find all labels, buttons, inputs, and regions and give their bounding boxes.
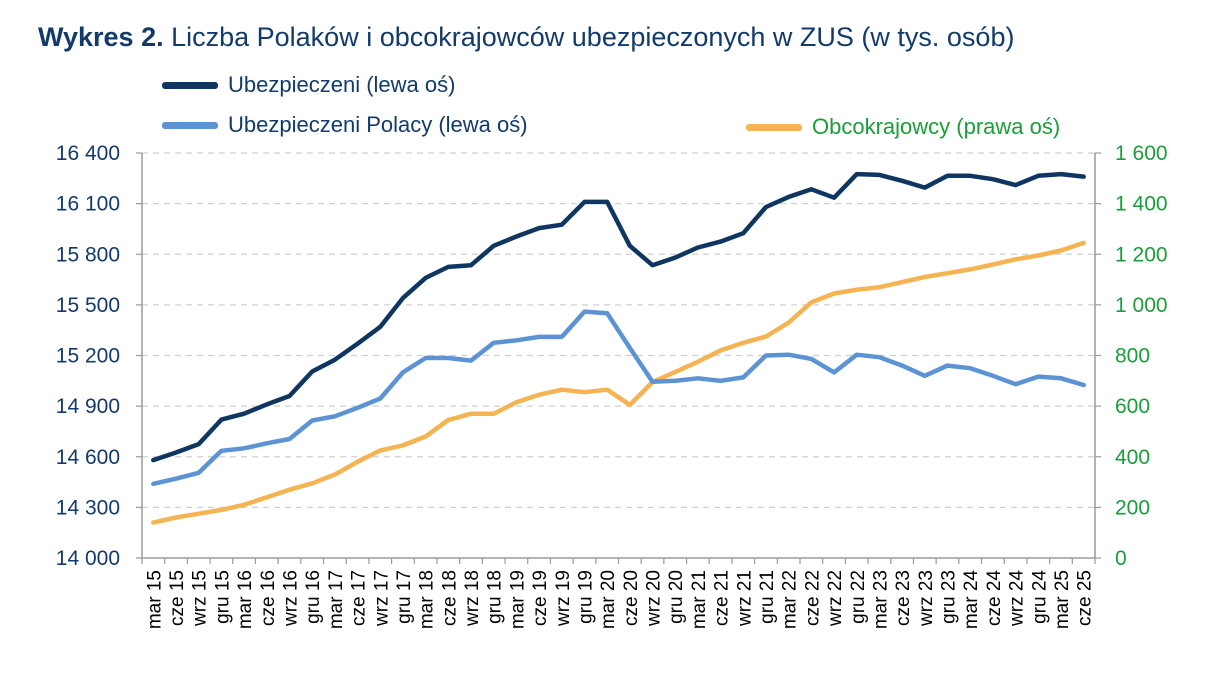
x-tick-label: wrz 19 <box>553 570 574 627</box>
x-tick-label: wrz 18 <box>462 570 483 627</box>
left-axis-ticks: 14 000 14 300 14 600 14 900 15 200 15 500 15 8… <box>56 142 120 570</box>
right-tick-label: 600 <box>1115 395 1150 418</box>
legend-item-obcokrajowcy: Obcokrajowcy (prawa oś) <box>746 114 1060 140</box>
x-axis-ticks: mar 15 cze 15 wrz 15 gru 15 mar 16 cze 16 wrz … <box>144 570 1095 630</box>
x-tick-label: cze 17 <box>349 570 370 626</box>
left-tick-label: 15 200 <box>56 345 120 368</box>
legend-item-ubezpieczeni: Ubezpieczeni (lewa oś) <box>162 72 455 98</box>
legend-swatch-ubezpieczeni <box>162 81 218 89</box>
x-tick-label: cze 20 <box>621 570 642 626</box>
x-tick-label: wrz 15 <box>190 570 211 627</box>
right-tick-label: 1 400 <box>1115 193 1168 216</box>
grid-lines <box>142 152 1095 508</box>
x-tick-label: gru 20 <box>666 570 687 624</box>
left-tick-label: 14 000 <box>56 547 120 570</box>
x-tick-label: mar 25 <box>1052 570 1073 629</box>
x-tick-label: cze 19 <box>530 570 551 626</box>
x-tick-label: cze 16 <box>258 570 279 626</box>
x-tick-label: mar 23 <box>870 570 891 629</box>
x-tick-label: wrz 21 <box>734 570 755 627</box>
x-tick-label: cze 22 <box>802 570 823 626</box>
x-tick-label: mar 24 <box>961 570 982 630</box>
legend-label-obcokrajowcy: Obcokrajowcy (prawa oś) <box>812 114 1061 139</box>
left-tick-label: 14 300 <box>56 496 120 519</box>
left-tick-label: 14 900 <box>56 395 120 418</box>
axes <box>136 152 1101 564</box>
left-tick-label: 15 500 <box>56 294 120 317</box>
legend-item-polacy: Ubezpieczeni Polacy (lewa oś) <box>162 112 528 138</box>
x-tick-label: cze 25 <box>1075 570 1096 626</box>
x-tick-label: mar 18 <box>417 570 438 629</box>
x-tick-label: wrz 17 <box>371 570 392 627</box>
left-tick-label: 16 400 <box>56 142 120 165</box>
x-tick-label: wrz 22 <box>825 570 846 627</box>
x-tick-label: wrz 16 <box>280 570 301 627</box>
right-tick-label: 1 200 <box>1115 243 1168 266</box>
x-tick-label: gru 15 <box>212 570 233 624</box>
series-line-0 <box>151 171 1086 463</box>
chart-title-prefix: Wykres 2. <box>38 22 164 52</box>
legend-label-ubezpieczeni: Ubezpieczeni (lewa oś) <box>228 72 456 97</box>
x-tick-label: mar 15 <box>144 570 165 629</box>
x-tick-label: gru 19 <box>575 570 596 624</box>
x-tick-label: mar 20 <box>598 570 619 629</box>
x-tick-label: cze 24 <box>984 570 1005 626</box>
chart-title: Wykres 2. Liczba Polaków i obcokrajowców… <box>38 22 1014 53</box>
x-tick-label: mar 19 <box>507 570 528 629</box>
chart-title-text: Liczba Polaków i obcokrajowców ubezpiecz… <box>163 22 1015 52</box>
right-tick-label: 400 <box>1115 446 1150 469</box>
x-tick-label: cze 18 <box>439 570 460 626</box>
right-tick-label: 800 <box>1115 345 1150 368</box>
series-line-2 <box>151 240 1086 525</box>
x-tick-label: wrz 23 <box>916 570 937 627</box>
x-tick-label: gru 23 <box>939 570 960 624</box>
left-tick-label: 16 100 <box>56 193 120 216</box>
left-tick-label: 14 600 <box>56 446 120 469</box>
x-tick-label: gru 18 <box>485 570 506 624</box>
x-tick-label: mar 16 <box>235 570 256 629</box>
legend-label-polacy: Ubezpieczeni Polacy (lewa oś) <box>228 112 528 137</box>
right-tick-label: 1 000 <box>1115 294 1168 317</box>
series-lines <box>151 171 1086 525</box>
x-tick-label: cze 21 <box>712 570 733 626</box>
right-tick-label: 1 600 <box>1115 142 1168 165</box>
x-tick-label: mar 22 <box>780 570 801 629</box>
x-tick-label: gru 17 <box>394 570 415 624</box>
right-tick-label: 0 <box>1115 547 1127 570</box>
right-tick-label: 200 <box>1115 496 1150 519</box>
x-tick-label: gru 21 <box>757 570 778 624</box>
x-tick-label: wrz 24 <box>1007 570 1028 627</box>
left-tick-label: 15 800 <box>56 243 120 266</box>
legend-swatch-obcokrajowcy <box>746 123 802 131</box>
x-tick-label: mar 21 <box>689 570 710 629</box>
series-line-1 <box>151 309 1086 487</box>
x-tick-label: mar 17 <box>326 570 347 629</box>
x-tick-label: gru 22 <box>848 570 869 624</box>
x-tick-label: cze 23 <box>893 570 914 626</box>
x-tick-label: cze 15 <box>167 570 188 626</box>
right-axis-ticks: 0 200 400 600 800 1 000 1 200 1 400 1 600 <box>1115 142 1168 570</box>
x-tick-label: gru 24 <box>1029 570 1050 624</box>
x-tick-label: gru 16 <box>303 570 324 624</box>
legend-swatch-polacy <box>162 121 218 129</box>
x-tick-label: wrz 20 <box>644 570 665 627</box>
